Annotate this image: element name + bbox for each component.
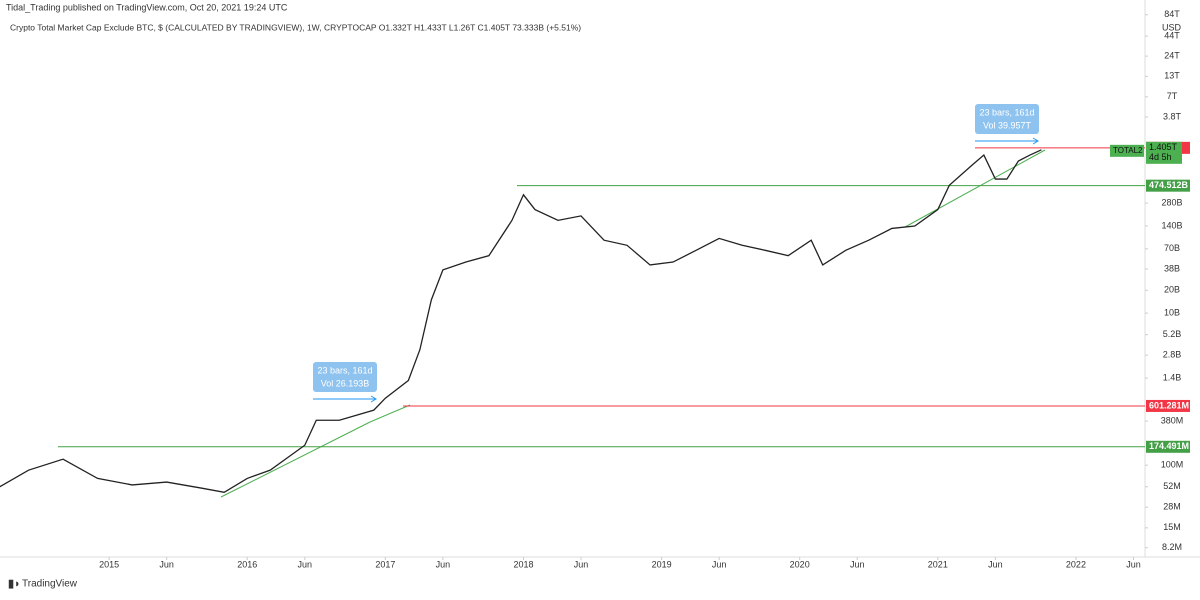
x-tick-label: Jun [850,559,865,569]
y-tick-label: 5.2B [1163,329,1182,339]
measure-text: 23 bars, 161d [317,365,372,375]
last-price-label: 1.405T [1149,142,1178,152]
x-tick-label: Jun [988,559,1003,569]
level-label: 601.281M [1149,400,1189,410]
y-tick-label: 2.8B [1163,350,1182,360]
measure-text: 23 bars, 161d [979,107,1034,117]
level-box [1146,440,1190,453]
countdown: 4d 5h [1149,152,1172,162]
x-tick-label: 2021 [928,559,948,569]
currency: USD [1162,22,1182,32]
x-tick-label: 2019 [652,559,672,569]
y-tick-label: 100M [1161,460,1184,470]
y-tick-label: 28M [1163,502,1181,512]
x-tick-label: Jun [1126,559,1141,569]
publisher: Tidal_Trading published on TradingView.c… [6,2,288,12]
trend-line [369,404,411,423]
x-tick-label: 2022 [1066,559,1086,569]
x-tick-label: 2017 [375,559,395,569]
footer: ▮◗ TradingView [8,578,78,590]
y-tick-label: 52M [1163,481,1181,491]
y-tick-label: 8.2M [1162,542,1182,552]
y-tick-label: 140B [1161,220,1182,230]
level-box [1146,399,1190,412]
x-tick-label: 2020 [790,559,810,569]
y-tick-label: 38B [1164,263,1180,273]
y-tick-label: 15M [1163,522,1181,532]
y-tick-label: 44T [1164,30,1180,40]
y-tick-label: 280B [1161,197,1182,207]
y-tick-label: 20B [1164,285,1180,295]
y-tick-label: 84T [1164,9,1180,19]
y-tick-label: 3.8T [1163,111,1182,121]
x-tick-label: Jun [436,559,451,569]
measure-volume: Vol 39.957T [983,120,1032,130]
y-tick-label: 380M [1161,415,1184,425]
measure-box [313,362,377,392]
measure-volume: Vol 26.193B [321,378,370,388]
y-tick-label: 24T [1164,50,1180,60]
x-tick-label: 2015 [99,559,119,569]
x-tick-label: 2016 [237,559,257,569]
arrow-head [370,395,377,403]
level-label: 174.491M [1149,441,1189,451]
level-label: 474.512B [1149,180,1189,190]
y-tick-label: 13T [1164,71,1180,81]
arrow-head [1032,137,1039,145]
x-tick-label: 2018 [513,559,533,569]
y-tick-label: 10B [1164,307,1180,317]
y-tick-label: 7T [1167,91,1178,101]
trend-line [904,149,1046,228]
y-tick-label: 1.4B [1163,372,1182,382]
trend-line [220,421,371,498]
measure-box [975,104,1039,134]
legend: Crypto Total Market Cap Exclude BTC, $ (… [10,22,581,32]
x-tick-label: Jun [298,559,313,569]
y-tick-label: 70B [1164,243,1180,253]
last-price-box [1146,141,1182,164]
footer-text: TradingView [22,579,78,590]
level-box [1146,179,1190,192]
x-tick-label: Jun [712,559,727,569]
series-name-box [1110,144,1144,157]
x-tick-label: Jun [159,559,174,569]
price-line [0,149,1042,493]
x-tick-label: Jun [574,559,589,569]
logo: ▮◗ [8,578,21,590]
series-name: TOTAL2 [1113,146,1143,155]
